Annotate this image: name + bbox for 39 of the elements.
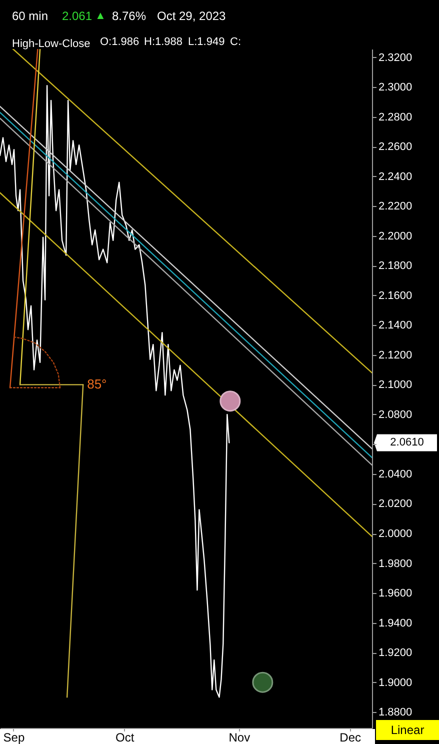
y-tick-label: 1.9200 [378,647,412,660]
x-tick-label: Dec [340,730,361,744]
y-tick-label: 2.3200 [378,52,412,64]
x-tick-label: Nov [228,730,250,744]
y-tick-label: 1.9000 [378,676,412,689]
y-tick-label: 2.2600 [378,141,412,154]
y-tick-label: 2.0400 [378,468,412,480]
y-tick-label: 1.9400 [378,617,412,630]
y-tick-label: 2.0800 [378,408,412,421]
y-tick-label: 2.1600 [378,290,412,302]
text: 8.76% [112,9,146,23]
text: O:1.986 [100,36,140,48]
y-tick-label: 2.1000 [378,379,412,392]
text: 2.0610 [390,436,424,449]
x-tick-label: Oct [116,730,135,744]
y-tick-label: 2.2800 [378,111,412,124]
text: H:1.988 [144,36,183,48]
text: Oct 29, 2023 [157,9,226,23]
chart-subtitle: High-Low-Close [12,38,90,50]
text: L:1.949 [188,36,225,48]
y-tick-label: 2.3000 [378,82,412,94]
text: C: [230,36,241,48]
y-tick-label: 1.9800 [378,558,412,570]
chart-title: 60 min [12,9,48,23]
x-tick-label: Sep [3,730,25,744]
text: ▲ [95,10,106,22]
y-tick-label: 2.1400 [378,320,412,332]
text: 2.061 [62,9,92,23]
y-tick-label: 2.1200 [378,349,412,362]
y-tick-label: 1.8800 [378,706,412,719]
y-tick-label: 2.0200 [378,498,412,510]
y-tick-label: 2.1800 [378,260,412,272]
y-tick-label: 2.2400 [378,170,412,183]
annotation: 85° [87,376,107,392]
text: Linear [390,723,424,737]
y-tick-label: 2.2200 [378,200,412,213]
y-tick-label: 1.9600 [378,588,412,600]
y-tick-label: 2.2000 [378,230,412,242]
y-tick-label: 2.0000 [378,528,412,540]
